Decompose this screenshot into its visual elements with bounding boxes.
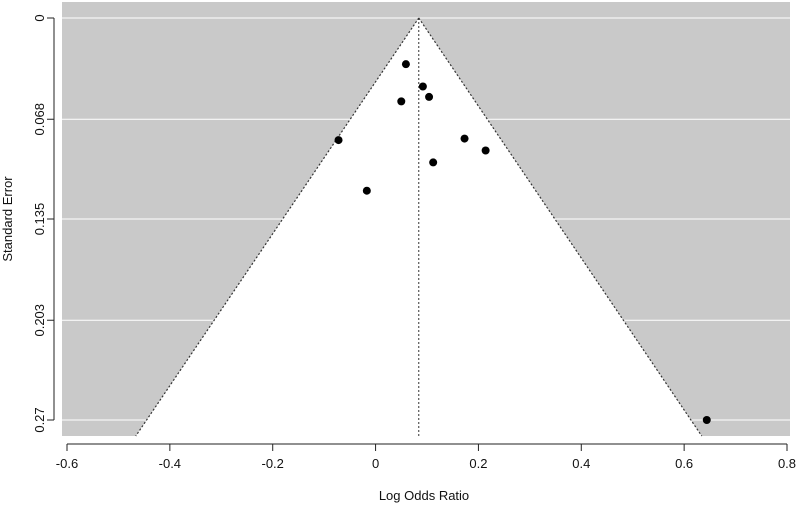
data-point xyxy=(334,136,343,145)
y-axis-title: Standard Error xyxy=(0,176,15,262)
data-point xyxy=(397,97,406,106)
x-ticks: -0.6 -0.4 -0.2 0 0.2 0.4 0.6 0.8 xyxy=(56,444,796,471)
x-tick-label: -0.4 xyxy=(159,456,181,471)
data-point xyxy=(460,134,469,143)
x-tick-label: 0.6 xyxy=(675,456,693,471)
data-point xyxy=(481,146,490,155)
data-point xyxy=(429,158,438,167)
data-point xyxy=(401,60,410,69)
y-tick-label: 0.27 xyxy=(32,407,47,432)
x-tick-label: 0 xyxy=(372,456,379,471)
x-tick-label: 0.8 xyxy=(778,456,796,471)
x-axis-title: Log Odds Ratio xyxy=(379,488,469,503)
data-point xyxy=(702,416,711,424)
x-tick-label: -0.2 xyxy=(262,456,284,471)
y-axis: 0 0.068 0.135 0.203 0.27 xyxy=(32,14,55,433)
funnel-left-boundary xyxy=(135,17,420,437)
data-point xyxy=(425,92,434,101)
x-tick-label: 0.4 xyxy=(572,456,590,471)
y-tick-label: 0.135 xyxy=(32,203,47,236)
data-points xyxy=(334,60,711,424)
plot-area xyxy=(62,2,790,437)
funnel-right-boundary xyxy=(418,17,703,437)
x-tick-label: 0.2 xyxy=(469,456,487,471)
y-ticks: 0 0.068 0.135 0.203 0.27 xyxy=(32,14,54,433)
y-tick-label: 0.203 xyxy=(32,304,47,337)
data-point xyxy=(362,186,371,195)
y-tick-label: 0 xyxy=(32,14,47,21)
x-axis: -0.6 -0.4 -0.2 0 0.2 0.4 0.6 0.8 xyxy=(56,443,796,471)
y-tick-label: 0.068 xyxy=(32,103,47,136)
x-tick-label: -0.6 xyxy=(56,456,78,471)
data-point xyxy=(418,82,427,91)
